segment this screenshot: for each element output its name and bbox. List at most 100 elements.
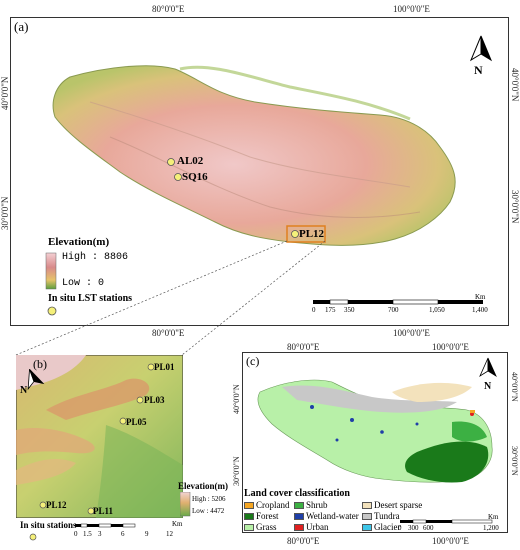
landcover-shrub xyxy=(452,421,487,442)
water-body-5 xyxy=(415,422,419,426)
panel-b-legend-title: Elevation(m) xyxy=(178,481,228,491)
station-pl12b-label: PL12 xyxy=(46,500,67,510)
panel-c-bottom-coord-1: 80°0'0"E xyxy=(287,536,320,546)
legend-label-forest: Forest xyxy=(256,511,279,521)
station-pl05-marker xyxy=(119,417,127,425)
station-pl01-label: PL01 xyxy=(154,362,175,372)
legend-label-cropland: Cropland xyxy=(256,500,290,510)
landcover-desert-sparse xyxy=(392,382,472,402)
landcover-legend-title: Land cover classification xyxy=(244,488,350,499)
north-label-c: N xyxy=(484,381,492,392)
legend-swatch-urban xyxy=(294,524,304,531)
station-sq16-label: SQ16 xyxy=(182,171,208,183)
panel-b-legend-low: Low : 4472 xyxy=(192,507,225,515)
panel-b-scale-bar xyxy=(75,523,136,528)
panel-c-left-coord-2: 30°0'0"N xyxy=(232,456,241,486)
elevation-legend-title: Elevation(m) xyxy=(48,236,110,248)
legend-label-desert-sparse: Desert sparse xyxy=(374,500,423,510)
panel-b-label: (b) xyxy=(33,357,47,371)
legend-label-grass: Grass xyxy=(256,522,277,532)
station-al02-label: AL02 xyxy=(177,155,204,167)
station-pl12-label: PL12 xyxy=(299,228,325,240)
panel-c-scale-bar xyxy=(400,519,493,524)
legend-label-tundra: Tundra xyxy=(374,511,400,521)
panel-c-right-coord-2: 30°0'0"N xyxy=(510,446,519,476)
panel-a-label: (a) xyxy=(14,19,29,34)
station-pl05-label: PL05 xyxy=(126,417,147,427)
legend-swatch-glacier xyxy=(362,524,372,531)
panel-c-map-svg xyxy=(257,357,497,524)
station-pl03-marker xyxy=(136,396,144,404)
scale-a-tick-2: 350 xyxy=(344,306,355,314)
elevation-legend-bar xyxy=(45,252,57,290)
north-label-a: N xyxy=(474,63,483,77)
panel-a-top-coord-2: 100°0'0"E xyxy=(393,4,430,14)
scale-a-unit: Km xyxy=(475,293,486,301)
panel-b-stations-legend-marker xyxy=(29,533,37,541)
scale-a-tick-3: 700 xyxy=(388,306,399,314)
panel-a-bottom-coord-2: 100°0'0"E xyxy=(393,328,430,338)
valley-green xyxy=(96,425,183,518)
panel-c-bottom-coord-2: 100°0'0"E xyxy=(432,536,469,546)
ridge-left-mid xyxy=(16,428,95,455)
legend-swatch-desert-sparse xyxy=(362,502,372,509)
landcover-forest-southeast xyxy=(405,441,489,483)
plateau-ridge-texture xyxy=(89,101,411,188)
station-pl12b-marker xyxy=(39,501,47,509)
station-sq16-marker xyxy=(174,173,182,181)
elevation-legend-high: High : 8806 xyxy=(62,252,129,263)
north-label-b: N xyxy=(20,385,28,396)
water-body-4 xyxy=(335,438,339,442)
ridge-lower xyxy=(16,459,76,485)
water-body-1 xyxy=(310,405,314,409)
panel-b-elevation-legend-bar xyxy=(180,492,191,517)
panel-c-right-coord-1: 40°0'0"N xyxy=(510,372,519,402)
panel-c-label: (c) xyxy=(246,354,260,368)
legend-swatch-wetland-water xyxy=(294,513,304,520)
station-al02-marker xyxy=(167,158,175,166)
water-body-3 xyxy=(380,430,384,434)
scale-b-tick-0: 0 xyxy=(74,530,78,538)
panel-a-map-svg xyxy=(45,35,493,316)
north-arrow-c-icon xyxy=(479,357,497,378)
scale-b-tick-2: 3 xyxy=(98,530,102,538)
scale-c-tick-0: 0 xyxy=(398,524,402,532)
legend-swatch-grass xyxy=(244,524,254,531)
elevation-legend-low: Low : 0 xyxy=(62,278,105,289)
legend-swatch-forest xyxy=(244,513,254,520)
north-arrow-icon xyxy=(469,35,493,62)
scale-b-tick-3: 6 xyxy=(121,530,125,538)
legend-swatch-cropland xyxy=(244,502,254,509)
study-area-box xyxy=(286,225,326,243)
stations-legend-title: In situ LST stations xyxy=(48,293,133,304)
scale-c-unit: Km xyxy=(488,513,499,521)
north-arrow-b-icon xyxy=(27,368,45,391)
legend-swatch-tundra xyxy=(362,513,372,520)
panel-a-top-coord-1: 80°0'0"E xyxy=(152,4,185,14)
legend-label-shrub: Shrub xyxy=(306,500,328,510)
scale-b-unit: Km xyxy=(172,520,183,528)
water-body-2 xyxy=(350,418,354,422)
scale-b-tick-1: 1.5 xyxy=(83,530,92,538)
panel-a-bottom-coord-1: 80°0'0"E xyxy=(152,328,185,338)
scale-a-tick-5: 1,400 xyxy=(472,306,488,314)
panel-c-left-coord-1: 40°0'0"N xyxy=(232,384,241,414)
station-pl03-label: PL03 xyxy=(144,395,165,405)
legend-label-urban: Urban xyxy=(306,522,329,532)
panel-b-stations-legend-title: In situ stations xyxy=(20,520,77,530)
panel-b-zoom-map xyxy=(16,355,183,518)
station-pl11-label: PL11 xyxy=(93,506,114,516)
scale-c-tick-3: 1,200 xyxy=(483,524,499,532)
legend-label-wetland-water: Wetland-water xyxy=(306,511,359,521)
station-pl12-marker xyxy=(291,230,299,238)
scale-b-tick-4: 9 xyxy=(145,530,149,538)
panel-a-scale-bar xyxy=(313,299,483,305)
legend-label-glacier: Glacier xyxy=(374,522,401,532)
legend-swatch-shrub xyxy=(294,502,304,509)
panel-c-top-coord-1: 80°0'0"E xyxy=(287,342,320,352)
station-pl11-marker xyxy=(87,507,95,515)
scale-c-tick-1: 300 xyxy=(408,524,419,532)
ridge-center xyxy=(46,378,150,420)
scale-a-tick-0: 0 xyxy=(312,306,316,314)
